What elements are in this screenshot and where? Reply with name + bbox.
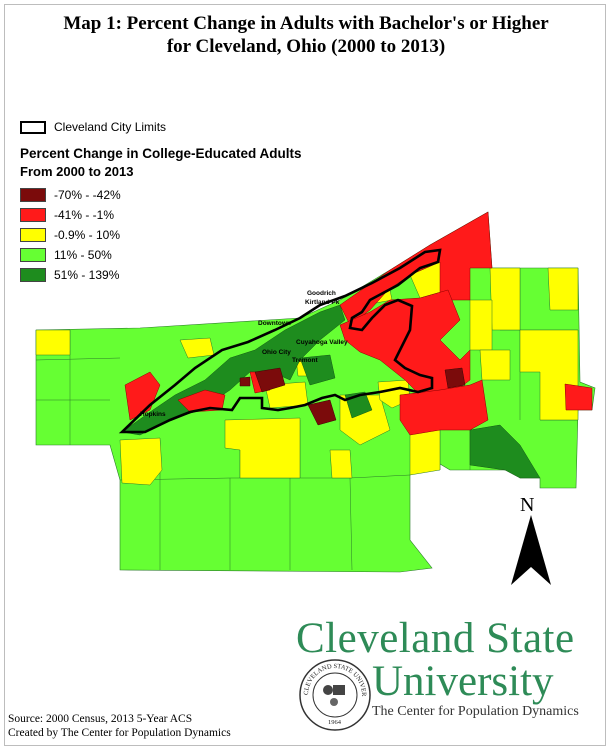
- cleveland-city-limits-outline: [118, 248, 442, 434]
- map-legend: Cleveland City Limits Percent Change in …: [20, 120, 302, 285]
- yellow-regions: [35, 261, 579, 486]
- map-title-line1: Map 1: Percent Change in Adults with Bac…: [63, 13, 549, 34]
- population-dynamics-center: The Center for Population Dynamics: [372, 704, 579, 719]
- legend-swatch: [20, 228, 46, 242]
- legend-class: 11% - 50%: [20, 245, 302, 265]
- place-label-goodrich: Goodrich: [307, 290, 336, 297]
- seal-year: 1964: [328, 719, 342, 726]
- university-name-line1: Cleveland State: [296, 615, 575, 662]
- place-label-tremont: Tremont: [292, 357, 318, 364]
- creator-line: Created by The Center for Population Dyn…: [8, 727, 231, 739]
- legend-swatch: [20, 188, 46, 202]
- legend-class: -41% - -1%: [20, 205, 302, 225]
- legend-class: -70% - -42%: [20, 185, 302, 205]
- place-label-ohio-city: Ohio City: [262, 349, 291, 356]
- north-label: N: [520, 494, 535, 516]
- legend-title: Percent Change in College-Educated Adult…: [20, 146, 302, 161]
- legend-swatch: [20, 268, 46, 282]
- legend-class-label: -41% - -1%: [54, 208, 115, 222]
- map-title-line2: for Cleveland, Ohio (2000 to 2013): [166, 36, 446, 57]
- legend-class-label: -70% - -42%: [54, 188, 121, 202]
- source-note: Source: 2000 Census, 2013 5-Year ACS Cre…: [8, 712, 231, 740]
- legend-class-label: 51% - 139%: [54, 268, 120, 282]
- source-line: Source: 2000 Census, 2013 5-Year ACS: [8, 713, 193, 725]
- legend-class: -0.9% - 10%: [20, 225, 302, 245]
- dark-red-regions: [239, 367, 466, 426]
- legend-swatch: [20, 208, 46, 222]
- legend-city-limits: Cleveland City Limits: [20, 120, 302, 134]
- legend-swatch: [20, 248, 46, 262]
- city-limits-label: Cleveland City Limits: [54, 120, 167, 134]
- north-arrow-icon: [511, 515, 551, 585]
- legend-subtitle: From 2000 to 2013: [20, 164, 134, 179]
- legend-class-label: 11% - 50%: [54, 248, 112, 262]
- place-label-hopkins: Hopkins: [140, 411, 166, 418]
- place-label-downtown: Downtown: [258, 320, 291, 327]
- place-label-kirtland: Kirtland Pk: [305, 299, 340, 306]
- place-label-cuyahoga-valley: Cuyahoga Valley: [296, 339, 348, 346]
- university-seal-icon: CLEVELAND STATE UNIVERSITY 1964: [298, 658, 371, 731]
- city-limits-swatch: [20, 120, 46, 134]
- university-name-line2: University: [372, 658, 554, 705]
- legend-class-label: -0.9% - 10%: [54, 228, 121, 242]
- map-frame: [4, 4, 606, 746]
- map-title: Map 1: Percent Change in Adults with Bac…: [0, 12, 612, 58]
- legend-class: 51% - 139%: [20, 265, 302, 285]
